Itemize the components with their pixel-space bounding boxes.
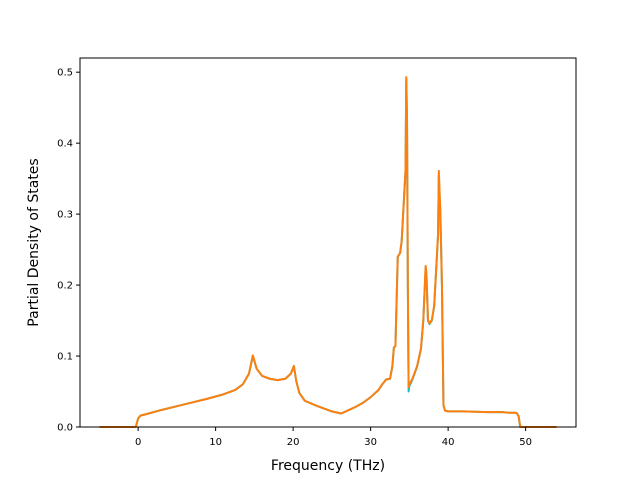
x-tick-label: 20 — [287, 437, 300, 448]
y-tick-label: 0.0 — [57, 423, 73, 434]
x-axis-label: Frequency (THz) — [271, 458, 385, 474]
plot-frame — [79, 57, 577, 428]
series-line-1 — [99, 76, 557, 428]
y-tick-label: 0.5 — [57, 68, 73, 79]
y-tick-label: 0.4 — [57, 139, 73, 150]
y-tick-label: 0.3 — [57, 210, 73, 221]
x-tick-label: 10 — [209, 437, 222, 448]
x-tick-label: 40 — [442, 437, 455, 448]
y-axis-label: Partial Density of States — [26, 158, 42, 326]
y-tick-label: 0.1 — [57, 352, 73, 363]
plot-layer — [99, 76, 557, 428]
y-tick-label: 0.2 — [57, 281, 73, 292]
ticks-layer: 0 10 20 30 40 50 0.0 0.1 0.2 0.3 0.4 0.5 — [57, 68, 532, 448]
x-tick-label: 30 — [364, 437, 377, 448]
x-tick-label: 50 — [519, 437, 532, 448]
x-tick-label: 0 — [135, 437, 141, 448]
